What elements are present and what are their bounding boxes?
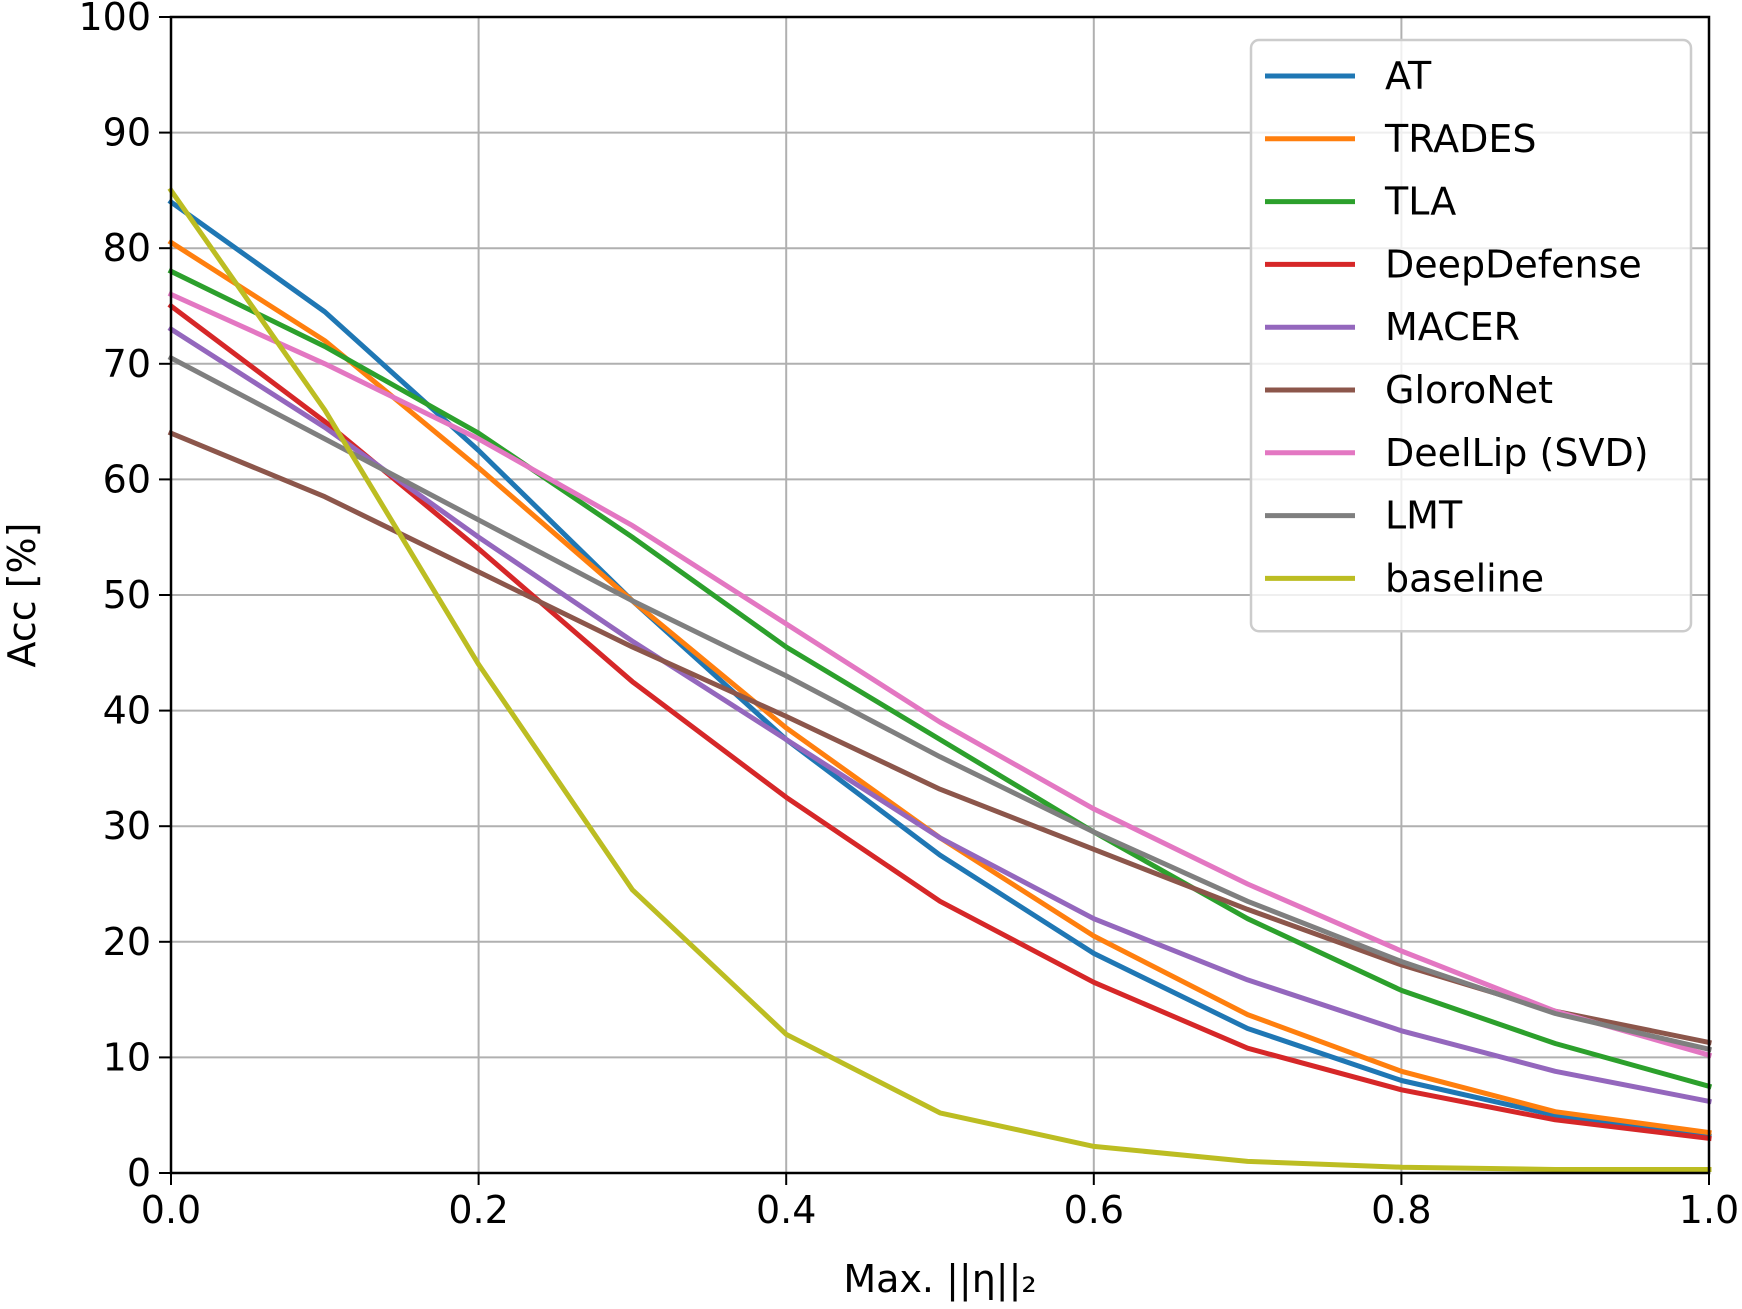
y-tick-label: 0: [127, 1151, 151, 1195]
legend-label: TLA: [1384, 180, 1456, 224]
x-tick-label: 1.0: [1679, 1188, 1739, 1232]
legend-label: MACER: [1385, 305, 1520, 349]
legend-box: [1249, 38, 1693, 633]
series-line-macer: [167, 325, 1712, 1105]
x-tick-label: 0.4: [756, 1188, 816, 1232]
series-line-deellip-svd: [167, 291, 1713, 1059]
y-tick-label: 60: [103, 457, 151, 501]
y-tick-label: 40: [103, 689, 151, 733]
x-tick-label: 0.0: [141, 1188, 201, 1232]
y-tick-label: 30: [103, 804, 151, 848]
y-tick-label: 80: [103, 226, 151, 270]
y-tick-label: 100: [78, 0, 151, 39]
ticks: 0.0 0.2 0.4 0.6 0.8 1.0 0 10 20 30 40 50 60 70 80 90 100: [78, 0, 1739, 1232]
x-tick-label: 0.8: [1371, 1188, 1431, 1232]
series-line-deepdefense: [167, 302, 1712, 1142]
y-tick-label: 50: [103, 573, 151, 617]
legend-label: GloroNet: [1385, 368, 1553, 412]
legend-label: baseline: [1385, 556, 1544, 600]
legend-label: LMT: [1385, 494, 1463, 538]
series-line-baseline: [167, 186, 1712, 1172]
series-layer: [167, 186, 1713, 1172]
x-axis-label: Max. ||η||₂: [843, 1257, 1036, 1302]
x-tick-label: 0.2: [448, 1188, 508, 1232]
legend-label: AT: [1385, 54, 1432, 98]
series-line-lmt: [167, 354, 1713, 1053]
x-tick-label: 0.6: [1064, 1188, 1124, 1232]
legend-label: TRADES: [1384, 117, 1536, 161]
grid: [170, 16, 1710, 1174]
y-tick-label: 20: [103, 920, 151, 964]
legend-label: DeepDefense: [1385, 242, 1642, 286]
y-tick-label: 70: [103, 342, 151, 386]
legend-label: DeelLip (SVD): [1385, 431, 1649, 475]
y-tick-label: 10: [103, 1035, 151, 1079]
legend: AT TRADES TLA DeepDefense MACER GloroNet DeelL…: [1249, 38, 1693, 633]
y-axis-label: Acc [%]: [0, 523, 44, 668]
series-line-tla: [167, 267, 1713, 1090]
y-tick-label: 90: [103, 111, 151, 155]
